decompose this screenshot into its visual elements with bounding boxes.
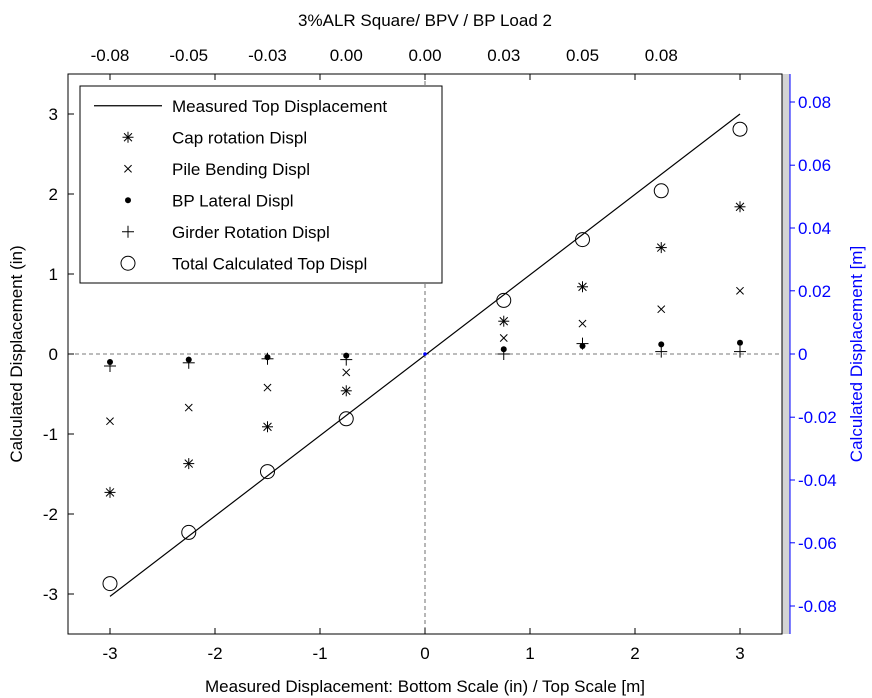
series-total-calculated-top-displ — [102, 121, 748, 592]
point-girder-rotation-displ — [182, 356, 195, 369]
x-tick-label: -2 — [207, 644, 222, 663]
point-pile-bending-displ — [184, 403, 193, 412]
series-girder-rotation-displ — [104, 337, 746, 372]
top-tick-label: 0.05 — [566, 46, 599, 65]
legend-label: Cap rotation Displ — [172, 128, 307, 147]
legend-marker — [122, 131, 134, 143]
top-tick-label: 0.03 — [487, 46, 520, 65]
point-cap-rotation-displ — [340, 385, 352, 397]
x-tick-label: 0 — [420, 644, 429, 663]
top-tick-label: -0.08 — [91, 46, 130, 65]
right-tick-label: -0.06 — [798, 534, 837, 553]
x-tick-label: -1 — [312, 644, 327, 663]
right-tick-label: 0.08 — [798, 93, 831, 112]
point-cap-rotation-displ — [577, 281, 588, 293]
y-axis-label-right: Calculated Displacement [m] — [847, 246, 866, 462]
data-layer — [102, 113, 748, 597]
x-tick-label: 3 — [735, 644, 744, 663]
x-tick-label: -3 — [102, 644, 117, 663]
x-axis-label: Measured Displacement: Bottom Scale (in)… — [205, 677, 645, 696]
point-cap-rotation-displ — [498, 315, 510, 327]
y-tick-label: -3 — [43, 585, 58, 604]
point-pile-bending-displ — [499, 334, 508, 342]
point-total-calculated-top-displ — [575, 232, 590, 248]
point-cap-rotation-displ — [183, 458, 195, 470]
right-tick-label: 0.02 — [798, 282, 831, 301]
right-tick-label: -0.02 — [798, 408, 837, 427]
y-tick-label: 3 — [49, 105, 58, 124]
point-cap-rotation-displ — [262, 421, 273, 433]
chart-title: 3%ALR Square/ BPV / BP Load 2 — [298, 11, 552, 30]
series-pile-bending-displ — [106, 286, 744, 426]
legend: Measured Top Displacement Cap rotation Di… — [79, 85, 443, 284]
legend-label: BP Lateral Displ — [172, 191, 294, 210]
point-bp-lateral-displ — [658, 341, 665, 348]
x-tick-label: 2 — [630, 644, 639, 663]
point-total-calculated-top-displ — [338, 411, 354, 427]
point-girder-rotation-displ — [340, 353, 353, 366]
y-tick-label: -2 — [43, 505, 58, 524]
point-cap-rotation-displ — [734, 201, 746, 213]
x-tick-label: 1 — [525, 644, 534, 663]
point-pile-bending-displ — [263, 383, 272, 392]
point-total-calculated-top-displ — [181, 524, 197, 540]
point-total-calculated-top-displ — [102, 576, 118, 592]
right-tick-label: -0.08 — [798, 597, 837, 616]
y-axis-label: Calculated Displacement (in) — [7, 245, 26, 462]
y-tick-label: 2 — [49, 185, 58, 204]
legend-marker — [125, 197, 131, 204]
point-girder-rotation-displ — [104, 360, 116, 372]
right-tick-label: 0.06 — [798, 156, 831, 175]
point-pile-bending-displ — [106, 417, 114, 426]
right-tick-label: -0.04 — [798, 471, 837, 490]
point-girder-rotation-displ — [261, 352, 274, 365]
point-total-calculated-top-displ — [732, 121, 748, 137]
point-bp-lateral-displ — [737, 339, 743, 346]
point-total-calculated-top-displ — [653, 183, 669, 199]
point-pile-bending-displ — [657, 305, 666, 314]
legend-label: Measured Top Displacement — [172, 97, 387, 116]
point-total-calculated-top-displ — [260, 464, 275, 480]
point-girder-rotation-displ — [497, 348, 510, 360]
point-pile-bending-displ — [342, 368, 351, 377]
legend-marker — [122, 225, 134, 238]
legend-label: Total Calculated Top Displ — [172, 254, 367, 273]
top-tick-label: 0.00 — [408, 46, 441, 65]
legend-marker — [120, 255, 136, 271]
legend-marker — [124, 164, 132, 173]
right-tick-label: 0.04 — [798, 219, 831, 238]
right-tick-label: 0 — [798, 345, 807, 364]
point-cap-rotation-displ — [655, 242, 667, 254]
point-girder-rotation-displ — [655, 345, 668, 358]
axis-ticks: -3 -2 -1 0 1 2 3 -3 -2 -1 0 1 2 3 -0.08 -0.05 -0.03 0.00 0… — [43, 46, 837, 663]
legend-label: Pile Bending Displ — [172, 160, 310, 179]
top-tick-label: -0.05 — [169, 46, 208, 65]
y-tick-label: 1 — [49, 265, 58, 284]
point-girder-rotation-displ — [734, 345, 746, 358]
point-cap-rotation-displ — [104, 486, 116, 498]
top-tick-label: -0.03 — [248, 46, 287, 65]
legend-label: Girder Rotation Displ — [172, 223, 330, 242]
origin-marker — [423, 352, 427, 356]
series-cap-rotation-displ — [104, 201, 746, 498]
point-pile-bending-displ — [736, 286, 744, 295]
legend-box — [79, 85, 443, 284]
point-total-calculated-top-displ — [496, 292, 512, 308]
point-girder-rotation-displ — [576, 337, 589, 350]
y-tick-label: 0 — [49, 345, 58, 364]
top-tick-label: 0.08 — [645, 46, 678, 65]
top-tick-label: 0.00 — [330, 46, 363, 65]
right-scrollbar[interactable] — [782, 74, 790, 634]
y-tick-label: -1 — [43, 425, 58, 444]
point-pile-bending-displ — [578, 319, 587, 328]
